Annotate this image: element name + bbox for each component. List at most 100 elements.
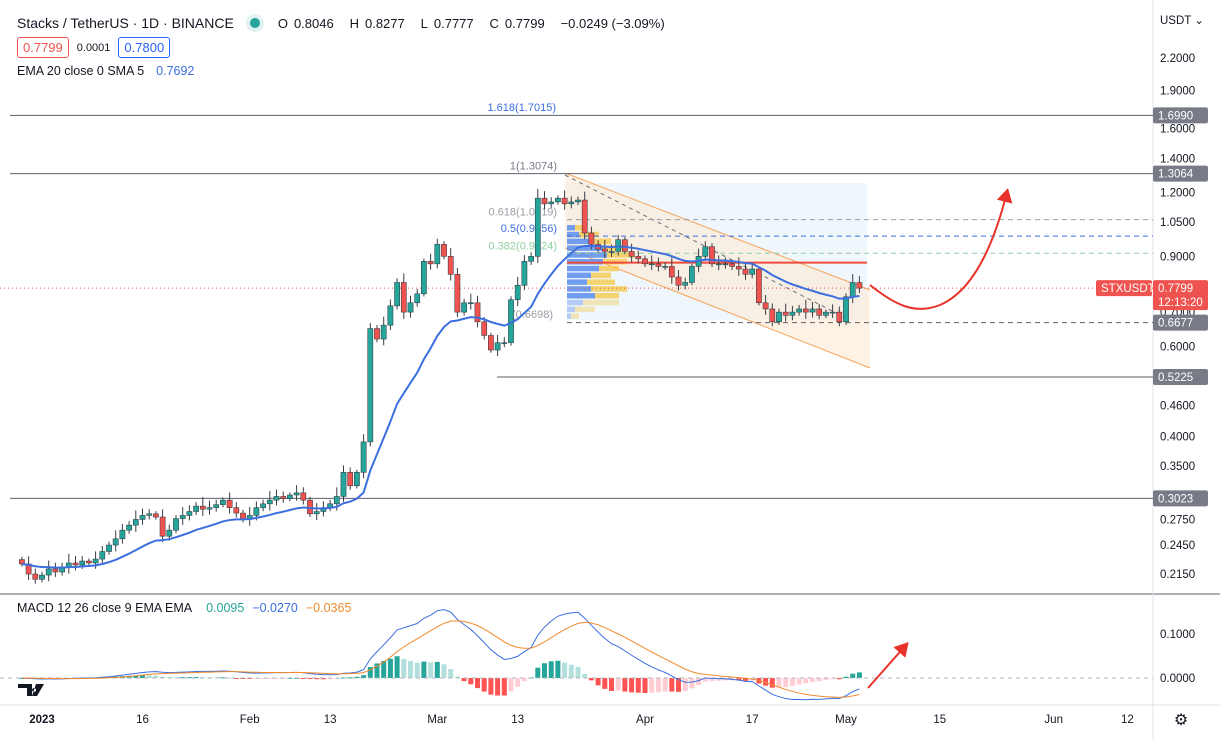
macd-histogram-bar xyxy=(153,675,159,678)
candle-up xyxy=(112,538,119,546)
macd-projection-arrow xyxy=(867,642,909,689)
close-value: 0.7799 xyxy=(504,16,545,31)
candle-up xyxy=(213,504,220,508)
price-tick: 1.4000 xyxy=(1160,153,1195,165)
high-value: 0.8277 xyxy=(364,16,405,31)
candle-up xyxy=(380,324,387,340)
volume-profile-down-bar xyxy=(595,293,619,299)
macd-histogram-bar xyxy=(655,678,661,693)
candle-down xyxy=(816,308,823,316)
candle-up xyxy=(206,507,213,510)
macd-histogram-bar xyxy=(582,673,588,678)
macd-histogram-bar xyxy=(830,678,836,680)
time-tick: 16 xyxy=(136,714,149,726)
candle-down xyxy=(541,197,548,205)
macd-histogram-bar xyxy=(387,658,393,678)
candle-up xyxy=(340,472,347,497)
macd-histogram-bar xyxy=(575,666,581,678)
macd-histogram-bar xyxy=(856,672,862,678)
candle-up xyxy=(173,518,179,531)
macd-histogram-bar xyxy=(408,661,413,678)
candle-up xyxy=(186,511,193,516)
candle-down xyxy=(601,248,608,252)
macd-histogram-bar xyxy=(649,678,655,693)
candle-up xyxy=(501,342,508,344)
macd-histogram-bar xyxy=(347,677,353,679)
macd-histogram-bar xyxy=(508,678,514,692)
candle-up xyxy=(139,515,146,520)
candle-down xyxy=(561,197,568,205)
candle-down xyxy=(756,268,762,304)
time-tick: Jun xyxy=(1044,714,1063,726)
price-label: 1.6990 xyxy=(1158,110,1193,122)
macd-histogram-bar xyxy=(381,660,387,678)
candle-down xyxy=(709,246,715,265)
macd-histogram-bar xyxy=(542,663,547,678)
candle-up xyxy=(749,268,756,275)
countdown-label: 12:13:20 xyxy=(1158,297,1203,309)
volume-profile-up-bar xyxy=(567,293,595,299)
buy-button[interactable]: 0.7800 xyxy=(118,37,171,58)
candle-up xyxy=(548,201,555,205)
candle-up xyxy=(715,263,722,266)
candle-down xyxy=(374,328,380,340)
candle-down xyxy=(762,302,769,310)
macd-line xyxy=(21,609,860,701)
ema-legend[interactable]: EMA 20 close 0 SMA 5 0.7692 xyxy=(17,64,194,78)
candle-down xyxy=(635,256,642,260)
candle-up xyxy=(467,302,474,305)
candle-down xyxy=(199,505,206,510)
macd-histogram-bar xyxy=(260,678,266,679)
price-tick: 1.0500 xyxy=(1160,217,1195,229)
macd-histogram-bar xyxy=(434,661,440,678)
candle-up xyxy=(313,511,320,515)
price-tick: 0.3500 xyxy=(1160,461,1195,473)
candle-down xyxy=(668,266,675,278)
time-tick: 12 xyxy=(1121,714,1134,726)
macd-legend[interactable]: MACD 12 26 close 9 EMA EMA 0.0095 −0.027… xyxy=(17,601,351,615)
macd-histogram-bar xyxy=(146,675,152,678)
price-tick: 2.2000 xyxy=(1160,53,1195,65)
candle-down xyxy=(32,573,39,580)
current-price-bg xyxy=(1153,280,1208,311)
macd-histogram-bar xyxy=(816,678,822,682)
candle-up xyxy=(689,266,695,283)
candle-up xyxy=(367,328,374,443)
candle-up xyxy=(829,311,836,314)
spread-value: 0.0001 xyxy=(76,41,111,54)
candle-up xyxy=(682,282,689,286)
candle-down xyxy=(856,282,863,289)
candle-up xyxy=(662,266,668,268)
sell-button[interactable]: 0.7799 xyxy=(17,37,69,58)
candle-down xyxy=(233,507,240,514)
currency-selector[interactable]: USDT ⌄ xyxy=(1160,15,1204,27)
candle-up xyxy=(166,529,173,537)
candle-down xyxy=(347,472,354,487)
volume-profile-down-bar xyxy=(583,299,619,306)
candle-down xyxy=(488,335,494,351)
symbol-title[interactable]: Stacks / TetherUS · 1D · BINANCE xyxy=(17,15,234,31)
symbol-label-bg xyxy=(1096,280,1152,297)
fib-level-label: 1.618(1.7015) xyxy=(488,102,557,114)
time-tick: Mar xyxy=(427,714,447,726)
fib-level-label: 0.618(1.0619) xyxy=(489,207,558,219)
macd-histogram-bar xyxy=(133,675,139,678)
settings-gear-icon[interactable]: ⚙ xyxy=(1174,712,1188,729)
candle-up xyxy=(575,199,581,203)
price-label-bg xyxy=(1153,369,1208,386)
candle-up xyxy=(555,197,561,203)
volume-profile-down-bar xyxy=(571,313,579,319)
volume-profile-up-bar xyxy=(567,286,591,292)
macd-histogram-bar xyxy=(796,678,802,685)
time-tick: Apr xyxy=(636,714,654,726)
candle-up xyxy=(534,197,541,257)
candle-down xyxy=(454,274,461,313)
macd-hist-value: 0.0095 xyxy=(206,601,245,615)
candle-up xyxy=(514,285,521,301)
macd-histogram-bar xyxy=(274,678,279,679)
macd-histogram-bar xyxy=(374,663,380,678)
fib-level-label: (0.6698) xyxy=(512,309,553,321)
market-open-icon xyxy=(249,18,260,28)
volume-profile-up-bar xyxy=(567,225,575,231)
